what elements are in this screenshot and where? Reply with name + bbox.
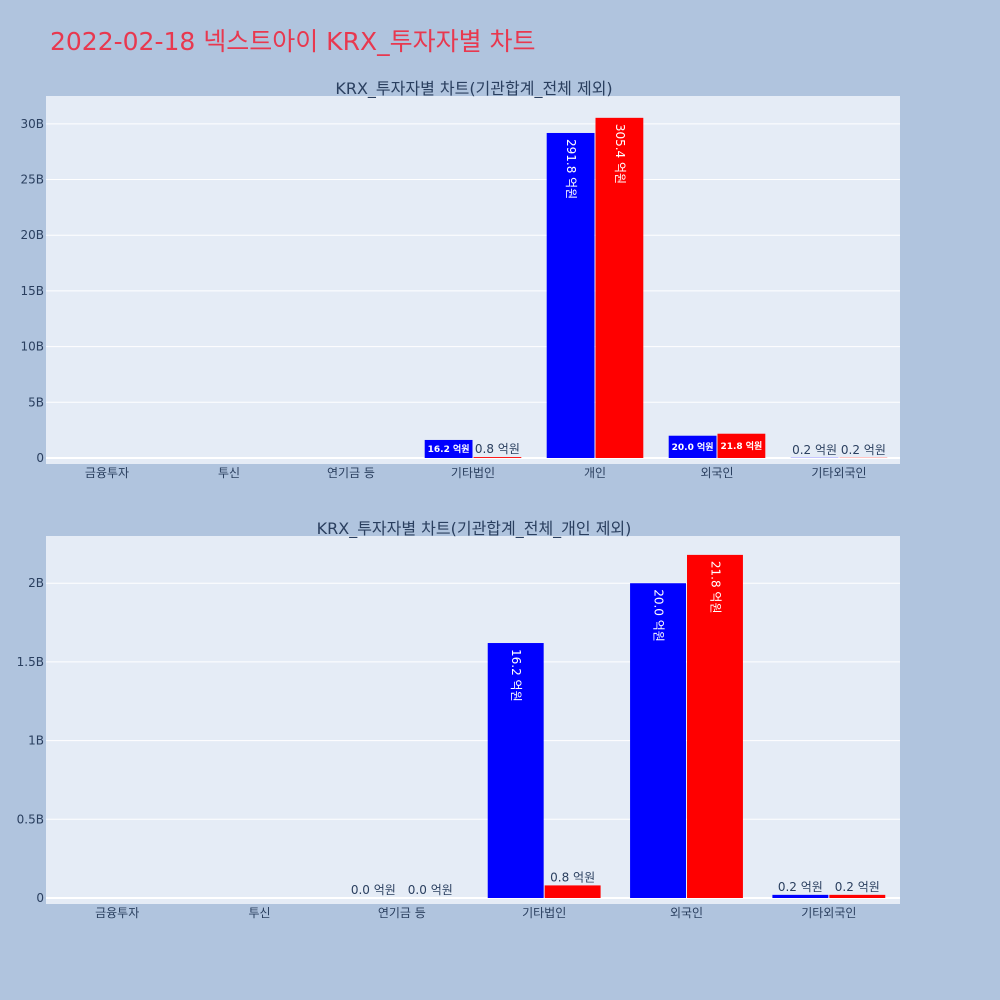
chart2-data-label: 0.8 억원: [550, 870, 595, 884]
chart2-x-tick-label: 금융투자: [95, 906, 139, 920]
chart2-data-label: 0.2 억원: [778, 880, 823, 894]
chart1-data-label: 291.8 억원: [564, 139, 578, 199]
chart1-y-tick-label: 10B: [20, 340, 44, 354]
chart2-data-label: 0.0 억원: [408, 883, 453, 897]
chart1-y-tick-label: 25B: [20, 173, 44, 187]
chart1-data-label: 305.4 억원: [613, 124, 627, 184]
chart2-y-tick-label: 2B: [28, 576, 44, 590]
chart2-bar-buy: [487, 643, 544, 898]
chart2-panel: 0 0.5B 1B 1.5B 2B KRX_투자자별 차트(기관합계_전체_개인 제외) 금…: [17, 519, 900, 920]
chart1-y-tick-label: 0: [36, 451, 44, 465]
chart1-y-tick-label: 5B: [28, 395, 44, 409]
chart2-bar-sell: [829, 894, 886, 898]
chart1-data-label: 16.2 억원: [428, 443, 470, 455]
chart1-bar-buy: [668, 435, 717, 458]
chart1-bar-buy: [424, 439, 473, 458]
chart1-data-label: 0.2 억원: [792, 443, 837, 457]
chart1-title: KRX_투자자별 차트(기관합계_전체 제외): [335, 79, 612, 99]
chart1-y-tick-label: 15B: [20, 284, 44, 298]
chart2-x-tick-label: 기타외국인: [801, 906, 856, 920]
chart2-data-label: 16.2 억원: [509, 649, 523, 702]
chart2-title: KRX_투자자별 차트(기관합계_전체_개인 제외): [317, 519, 632, 539]
chart2-bar-sell: [544, 885, 601, 898]
chart2-data-label: 21.8 억원: [708, 561, 722, 614]
chart1-x-tick-label: 연기금 등: [327, 466, 375, 480]
chart1-bar-sell: [717, 433, 766, 458]
chart1-panel: 0 5B 10B 15B 20B 25B 30B KRX_투자자별 차트(기관합계_전체 제외…: [20, 79, 900, 480]
chart1-y-tick-label: 30B: [20, 117, 44, 131]
chart1-x-tick-label: 투신: [218, 466, 240, 480]
chart2-y-tick-label: 1B: [28, 734, 44, 748]
page-title: 2022-02-18 넥스트아이 KRX_투자자별 차트: [50, 27, 536, 56]
chart1-data-label: 0.2 억원: [841, 443, 886, 457]
chart2-data-label: 0.0 억원: [351, 883, 396, 897]
chart2-y-tick-label: 0.5B: [17, 812, 44, 826]
chart2-y-tick-label: 1.5B: [17, 655, 44, 669]
chart2-x-tick-label: 기타법인: [522, 906, 566, 920]
chart1-bar-sell: [473, 457, 522, 458]
chart1-x-tick-label: 외국인: [700, 466, 733, 480]
chart2-data-label: 20.0 억원: [652, 589, 666, 642]
chart1-x-tick-label: 금융투자: [85, 466, 129, 480]
chart1-plot-area: [46, 96, 900, 464]
chart2-x-tick-label: 투신: [248, 906, 270, 920]
chart1-bar-sell: [595, 117, 644, 458]
chart1-data-label: 20.0 억원: [672, 441, 714, 453]
chart2-bar-sell: [687, 554, 743, 898]
chart1-x-tick-label: 기타법인: [451, 466, 495, 480]
chart1-bar-buy: [546, 132, 595, 459]
chart2-bar-buy: [630, 583, 686, 898]
chart2-y-tick-label: 0: [36, 891, 44, 905]
chart2-data-label: 0.2 억원: [835, 880, 880, 894]
chart1-x-tick-label: 기타외국인: [811, 466, 866, 480]
chart2-x-tick-label: 외국인: [670, 906, 703, 920]
chart2-plot-area: [46, 536, 900, 904]
chart1-y-tick-label: 20B: [20, 228, 44, 242]
chart1-x-tick-label: 개인: [584, 466, 606, 480]
chart2-x-tick-label: 연기금 등: [378, 906, 426, 920]
chart2-bar-buy: [772, 894, 829, 898]
chart1-data-label: 21.8 억원: [720, 440, 762, 452]
chart1-data-label: 0.8 억원: [475, 442, 520, 456]
